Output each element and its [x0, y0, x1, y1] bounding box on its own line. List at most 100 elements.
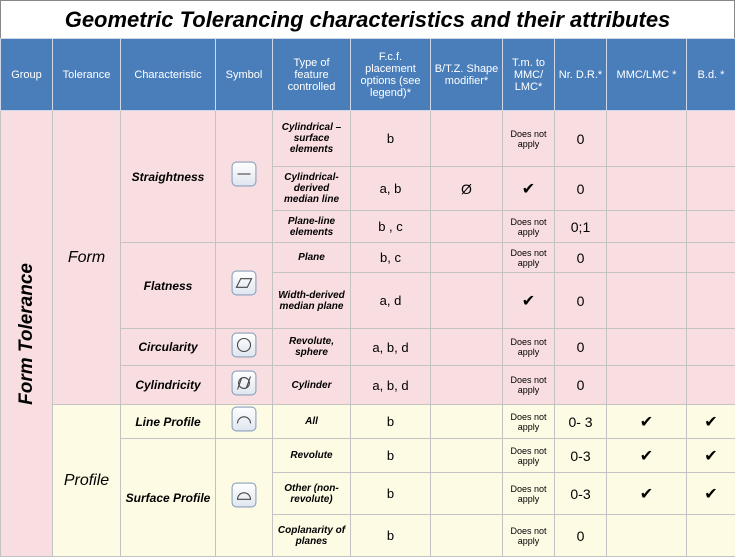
- bd-cell: [687, 243, 735, 273]
- mmc-cell: ✔: [607, 439, 687, 473]
- column-header: Characteristic: [121, 39, 216, 111]
- type-cell: Cylindrical – surface elements: [273, 111, 351, 167]
- mmc-cell: [607, 515, 687, 557]
- column-header: Type of feature controlled: [273, 39, 351, 111]
- mmc-cell: [607, 329, 687, 366]
- tm-cell: Does not apply: [503, 515, 555, 557]
- tm-cell: Does not apply: [503, 405, 555, 439]
- shape-cell: [431, 273, 503, 329]
- tm-cell: Does not apply: [503, 329, 555, 366]
- dr-cell: 0: [555, 111, 607, 167]
- title: Geometric Tolerancing characteristics an…: [0, 0, 735, 38]
- bd-cell: ✔: [687, 405, 735, 439]
- characteristic-cell: Cylindricity: [121, 366, 216, 405]
- tolerance-cell: Profile: [53, 405, 121, 557]
- shape-cell: [431, 211, 503, 243]
- dr-cell: 0: [555, 243, 607, 273]
- type-cell: All: [273, 405, 351, 439]
- bd-cell: [687, 515, 735, 557]
- characteristic-cell: Circularity: [121, 329, 216, 366]
- fcf-cell: b: [351, 405, 431, 439]
- symbol-icon: [231, 161, 257, 187]
- symbol-cell: [216, 405, 273, 439]
- fcf-cell: a, b: [351, 167, 431, 211]
- dr-cell: 0;1: [555, 211, 607, 243]
- symbol-cell: [216, 439, 273, 557]
- column-header: Nr. D.R.*: [555, 39, 607, 111]
- dr-cell: 0-3: [555, 439, 607, 473]
- bd-cell: [687, 329, 735, 366]
- shape-cell: [431, 515, 503, 557]
- symbol-icon: [231, 406, 257, 432]
- mmc-cell: ✔: [607, 405, 687, 439]
- tm-cell: ✔: [503, 167, 555, 211]
- fcf-cell: a, d: [351, 273, 431, 329]
- bd-cell: [687, 111, 735, 167]
- tolerance-cell: Form: [53, 111, 121, 405]
- fcf-cell: b , c: [351, 211, 431, 243]
- tm-cell: Does not apply: [503, 211, 555, 243]
- tm-cell: Does not apply: [503, 439, 555, 473]
- mmc-cell: [607, 243, 687, 273]
- type-cell: Revolute: [273, 439, 351, 473]
- shape-cell: [431, 439, 503, 473]
- dr-cell: 0: [555, 273, 607, 329]
- shape-cell: [431, 111, 503, 167]
- mmc-cell: ✔: [607, 473, 687, 515]
- fcf-cell: a, b, d: [351, 329, 431, 366]
- dr-cell: 0: [555, 329, 607, 366]
- mmc-cell: [607, 366, 687, 405]
- fcf-cell: b: [351, 111, 431, 167]
- dr-cell: 0: [555, 515, 607, 557]
- symbol-cell: [216, 329, 273, 366]
- mmc-cell: [607, 111, 687, 167]
- symbol-cell: [216, 111, 273, 243]
- symbol-cell: [216, 366, 273, 405]
- shape-cell: [431, 366, 503, 405]
- group-label: Form Tolerance: [16, 263, 38, 405]
- characteristic-cell: Straightness: [121, 111, 216, 243]
- symbol-icon: [231, 332, 257, 358]
- type-cell: Cylindrical-derived median line: [273, 167, 351, 211]
- column-header: Tolerance: [53, 39, 121, 111]
- symbol-icon: [231, 370, 257, 396]
- dr-cell: 0-3: [555, 473, 607, 515]
- tm-cell: Does not apply: [503, 366, 555, 405]
- symbol-icon: [231, 482, 257, 508]
- tm-cell: Does not apply: [503, 473, 555, 515]
- bd-cell: [687, 211, 735, 243]
- type-cell: Width-derived median plane: [273, 273, 351, 329]
- characteristic-cell: Surface Profile: [121, 439, 216, 557]
- symbol-cell: [216, 243, 273, 329]
- mmc-cell: [607, 273, 687, 329]
- shape-cell: Ø: [431, 167, 503, 211]
- dr-cell: 0: [555, 167, 607, 211]
- column-header: Symbol: [216, 39, 273, 111]
- fcf-cell: b, c: [351, 243, 431, 273]
- type-cell: Other (non-revolute): [273, 473, 351, 515]
- fcf-cell: b: [351, 473, 431, 515]
- shape-cell: [431, 329, 503, 366]
- tm-cell: Does not apply: [503, 111, 555, 167]
- column-header: F.c.f. placement options (see legend)*: [351, 39, 431, 111]
- tm-cell: Does not apply: [503, 243, 555, 273]
- mmc-cell: [607, 211, 687, 243]
- type-cell: Coplanarity of planes: [273, 515, 351, 557]
- group-cell: Form Tolerance: [1, 111, 53, 557]
- type-cell: Cylinder: [273, 366, 351, 405]
- dr-cell: 0: [555, 366, 607, 405]
- bd-cell: [687, 273, 735, 329]
- shape-cell: [431, 473, 503, 515]
- bd-cell: [687, 167, 735, 211]
- fcf-cell: b: [351, 439, 431, 473]
- characteristic-cell: Flatness: [121, 243, 216, 329]
- bd-cell: [687, 366, 735, 405]
- fcf-cell: a, b, d: [351, 366, 431, 405]
- bd-cell: ✔: [687, 473, 735, 515]
- mmc-cell: [607, 167, 687, 211]
- tm-cell: ✔: [503, 273, 555, 329]
